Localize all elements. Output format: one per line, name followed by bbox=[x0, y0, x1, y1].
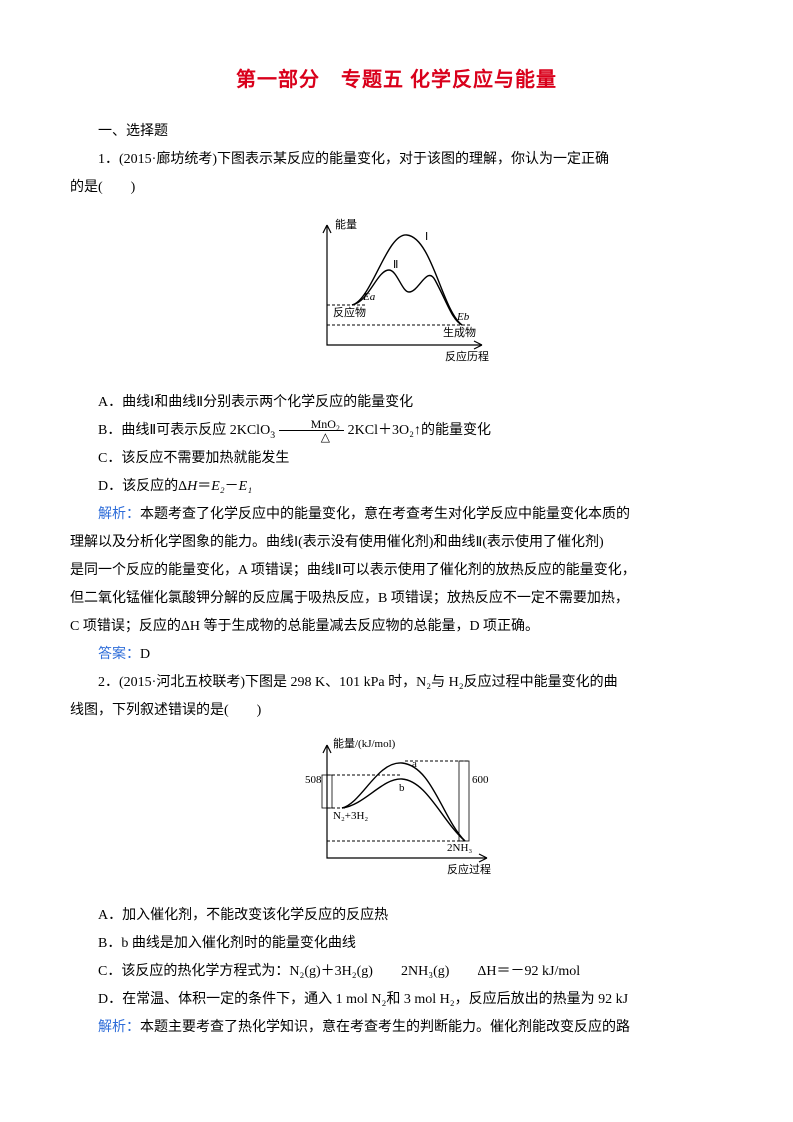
q1-analysis-line1: 解析：本题考查了化学反应中的能量变化，意在考查考生对化学反应中能量变化本质的 bbox=[70, 501, 723, 529]
ylabel: 能量 bbox=[335, 217, 357, 231]
frac-bot: △ bbox=[279, 431, 345, 443]
q1-optD: D．该反应的ΔH＝E₂－E₁ bbox=[70, 473, 723, 501]
section-header: 一、选择题 bbox=[70, 118, 723, 146]
q1-answer-value: D bbox=[140, 647, 150, 662]
q1-optB-post: 2KCl＋3O₂↑的能量变化 bbox=[348, 423, 491, 438]
analysis-label-2: 解析： bbox=[98, 1020, 140, 1035]
q2-stem-line2: 线图，下列叙述错误的是( ) bbox=[70, 697, 723, 725]
q1-optD-eq: ＝ bbox=[197, 479, 211, 494]
analysis-label: 解析： bbox=[98, 507, 140, 522]
val600: 600 bbox=[472, 774, 489, 786]
q1-optB: B．曲线Ⅱ可表示反应 2KClO3 MnO₂ △ 2KCl＋3O₂↑的能量变化 bbox=[70, 417, 723, 445]
q1-optD-H: H bbox=[187, 479, 197, 494]
reactant-label: 反应物 bbox=[333, 305, 366, 319]
product-label: 生成物 bbox=[443, 325, 476, 339]
Ea-label: Ea bbox=[362, 291, 376, 303]
label-I: Ⅰ bbox=[425, 231, 428, 243]
answer-label: 答案： bbox=[98, 647, 140, 662]
q2-diagram: 能量/(kJ/mol) 反应过程 508 a b 600 N₂+3H₂ 2NH₃ bbox=[70, 733, 723, 894]
q1-stem-line1: 1．(2015·廊坊统考)下图表示某反应的能量变化，对于该图的理解，你认为一定正… bbox=[70, 146, 723, 174]
q1-analysis-line2: 理解以及分析化学图象的能力。曲线Ⅰ(表示没有使用催化剂)和曲线Ⅱ(表示使用了催化… bbox=[70, 529, 723, 557]
q2-stem-line1: 2．(2015·河北五校联考)下图是 298 K、101 kPa 时，N₂与 H… bbox=[70, 669, 723, 697]
q1-optD-E1: E₁ bbox=[239, 479, 252, 494]
q2-optA: A．加入催化剂，不能改变该化学反应的反应热 bbox=[70, 902, 723, 930]
q2-optD: D．在常温、体积一定的条件下，通入 1 mol N₂和 3 mol H₂，反应后… bbox=[70, 986, 723, 1014]
left-species: N₂+3H₂ bbox=[333, 810, 368, 822]
q1-analysis-line5: C 项错误；反应的ΔH 等于生成物的总能量减去反应物的总能量，D 项正确。 bbox=[70, 613, 723, 641]
reaction-condition: MnO₂ △ bbox=[279, 418, 345, 443]
q2-xlabel: 反应过程 bbox=[447, 862, 491, 876]
q1-optD-pre: D．该反应的Δ bbox=[98, 479, 187, 494]
q2-optC: C．该反应的热化学方程式为：N₂(g)＋3H₂(g) 2NH₃(g) ΔH＝－9… bbox=[70, 958, 723, 986]
curve-b: b bbox=[399, 782, 405, 794]
val508: 508 bbox=[305, 774, 322, 786]
xlabel: 反应历程 bbox=[445, 349, 489, 363]
q2-analysis-line1: 解析：本题主要考查了热化学知识，意在考查考生的判断能力。催化剂能改变反应的路 bbox=[70, 1014, 723, 1042]
curve-a: a bbox=[412, 758, 417, 770]
q1-stem-line2: 的是( ) bbox=[70, 174, 723, 202]
q1-optC: C．该反应不需要加热就能发生 bbox=[70, 445, 723, 473]
q1-optD-minus: － bbox=[225, 479, 239, 494]
q2-optB: B．b 曲线是加入催化剂时的能量变化曲线 bbox=[70, 930, 723, 958]
q1-analysis-line4: 但二氧化锰催化氯酸钾分解的反应属于吸热反应，B 项错误；放热反应不一定不需要加热… bbox=[70, 585, 723, 613]
q1-optD-E2: E₂ bbox=[211, 479, 224, 494]
frac-top: MnO₂ bbox=[279, 418, 345, 431]
q1-optA: A．曲线Ⅰ和曲线Ⅱ分别表示两个化学反应的能量变化 bbox=[70, 389, 723, 417]
q2-ylabel: 能量/(kJ/mol) bbox=[333, 736, 396, 750]
q2-analysis-text1: 本题主要考查了热化学知识，意在考查考生的判断能力。催化剂能改变反应的路 bbox=[140, 1020, 630, 1035]
q1-optB-pre: B．曲线Ⅱ可表示反应 2KClO bbox=[98, 423, 270, 438]
q1-diagram: 能量 反应历程 Ⅰ Ⅱ 反应物 生成物 Ea Eb bbox=[70, 210, 723, 381]
page-title: 第一部分 专题五 化学反应与能量 bbox=[70, 60, 723, 100]
Eb-label: Eb bbox=[456, 311, 470, 323]
q1-answer: 答案：D bbox=[70, 641, 723, 669]
right-species: 2NH₃ bbox=[447, 842, 472, 854]
q1-analysis-text1: 本题考查了化学反应中的能量变化，意在考查考生对化学反应中能量变化本质的 bbox=[140, 507, 630, 522]
label-II: Ⅱ bbox=[393, 259, 398, 271]
q1-analysis-line3: 是同一个反应的能量变化，A 项错误；曲线Ⅱ可以表示使用了催化剂的放热反应的能量变… bbox=[70, 557, 723, 585]
